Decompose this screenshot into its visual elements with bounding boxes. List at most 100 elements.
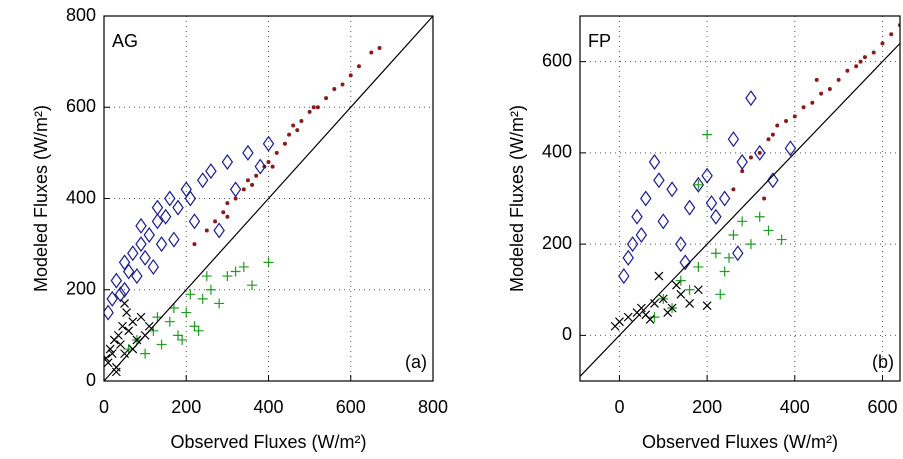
x-tick-label: 400 (780, 397, 810, 417)
point (728, 230, 739, 240)
point (648, 153, 661, 171)
point (213, 222, 225, 239)
point (197, 293, 208, 304)
point (880, 41, 885, 46)
point (128, 317, 138, 327)
point (172, 199, 184, 216)
point (724, 252, 735, 263)
point (710, 208, 722, 225)
point (242, 144, 254, 161)
point (114, 286, 127, 303)
point (369, 50, 374, 55)
point (753, 144, 766, 161)
point (180, 181, 192, 198)
point (266, 160, 271, 164)
point (222, 271, 233, 282)
point (679, 254, 691, 271)
x-tick-label: 200 (692, 397, 722, 417)
y-tick-label: 0 (562, 324, 572, 344)
point (213, 219, 218, 224)
point (650, 299, 659, 308)
point (740, 169, 745, 174)
point (144, 321, 154, 331)
x-tick-label: 800 (418, 397, 448, 417)
y-tick-label: 200 (542, 233, 572, 253)
point (702, 301, 712, 311)
point (693, 261, 704, 272)
point (156, 339, 167, 350)
point (173, 330, 184, 341)
panel: 0 200 400 600 0 200 400 600 FP (b) Observed Fluxes… (507, 15, 901, 452)
point (230, 266, 241, 277)
point (766, 137, 771, 142)
point (737, 216, 748, 227)
point (685, 299, 695, 308)
x-tick-label: 0 (99, 397, 109, 417)
point (193, 325, 204, 336)
point (770, 132, 775, 137)
point (340, 82, 345, 87)
point (291, 123, 296, 128)
point (654, 271, 664, 281)
point (784, 118, 789, 123)
point (104, 358, 113, 368)
point (132, 335, 142, 345)
point (311, 105, 316, 110)
point (164, 190, 176, 207)
point (192, 242, 197, 247)
point (116, 340, 125, 349)
point (324, 96, 329, 101)
point (274, 150, 279, 155)
point (181, 307, 192, 318)
point (862, 55, 867, 60)
point (238, 261, 249, 272)
point (731, 187, 736, 192)
point (105, 344, 115, 354)
point (705, 195, 718, 212)
panel-annotation: FP (588, 31, 611, 51)
point (692, 176, 705, 193)
panel-label: (b) (872, 352, 894, 372)
point (143, 226, 155, 244)
point (131, 268, 143, 285)
point (845, 68, 850, 73)
point (636, 303, 646, 313)
point (748, 155, 753, 160)
point (250, 182, 255, 187)
point (140, 348, 151, 359)
point (348, 73, 353, 78)
x-tick-label: 400 (253, 397, 283, 417)
x-axis-label: Observed Fluxes (W/m²) (642, 432, 838, 452)
point (719, 266, 730, 277)
point (201, 271, 212, 282)
point (762, 196, 767, 201)
point (122, 263, 135, 280)
point (164, 316, 175, 327)
x-tick-label: 600 (336, 397, 366, 417)
point (710, 248, 721, 259)
point (118, 281, 131, 298)
point (282, 141, 287, 146)
point (332, 87, 337, 91)
y-tick-label: 600 (542, 50, 572, 70)
point (715, 289, 726, 300)
point (262, 164, 267, 169)
point (189, 321, 200, 332)
point (356, 64, 361, 69)
y-tick-label: 800 (66, 5, 96, 25)
point (185, 289, 196, 300)
point (263, 257, 274, 268)
point (151, 213, 164, 230)
point (221, 210, 226, 215)
point (254, 158, 267, 175)
point (727, 131, 740, 148)
x-tick-label: 0 (614, 397, 624, 417)
point (854, 64, 859, 69)
point (889, 32, 894, 37)
point (136, 312, 146, 322)
point (315, 105, 320, 110)
point (147, 258, 160, 275)
point (702, 129, 713, 140)
point (732, 245, 744, 262)
point (675, 275, 686, 286)
